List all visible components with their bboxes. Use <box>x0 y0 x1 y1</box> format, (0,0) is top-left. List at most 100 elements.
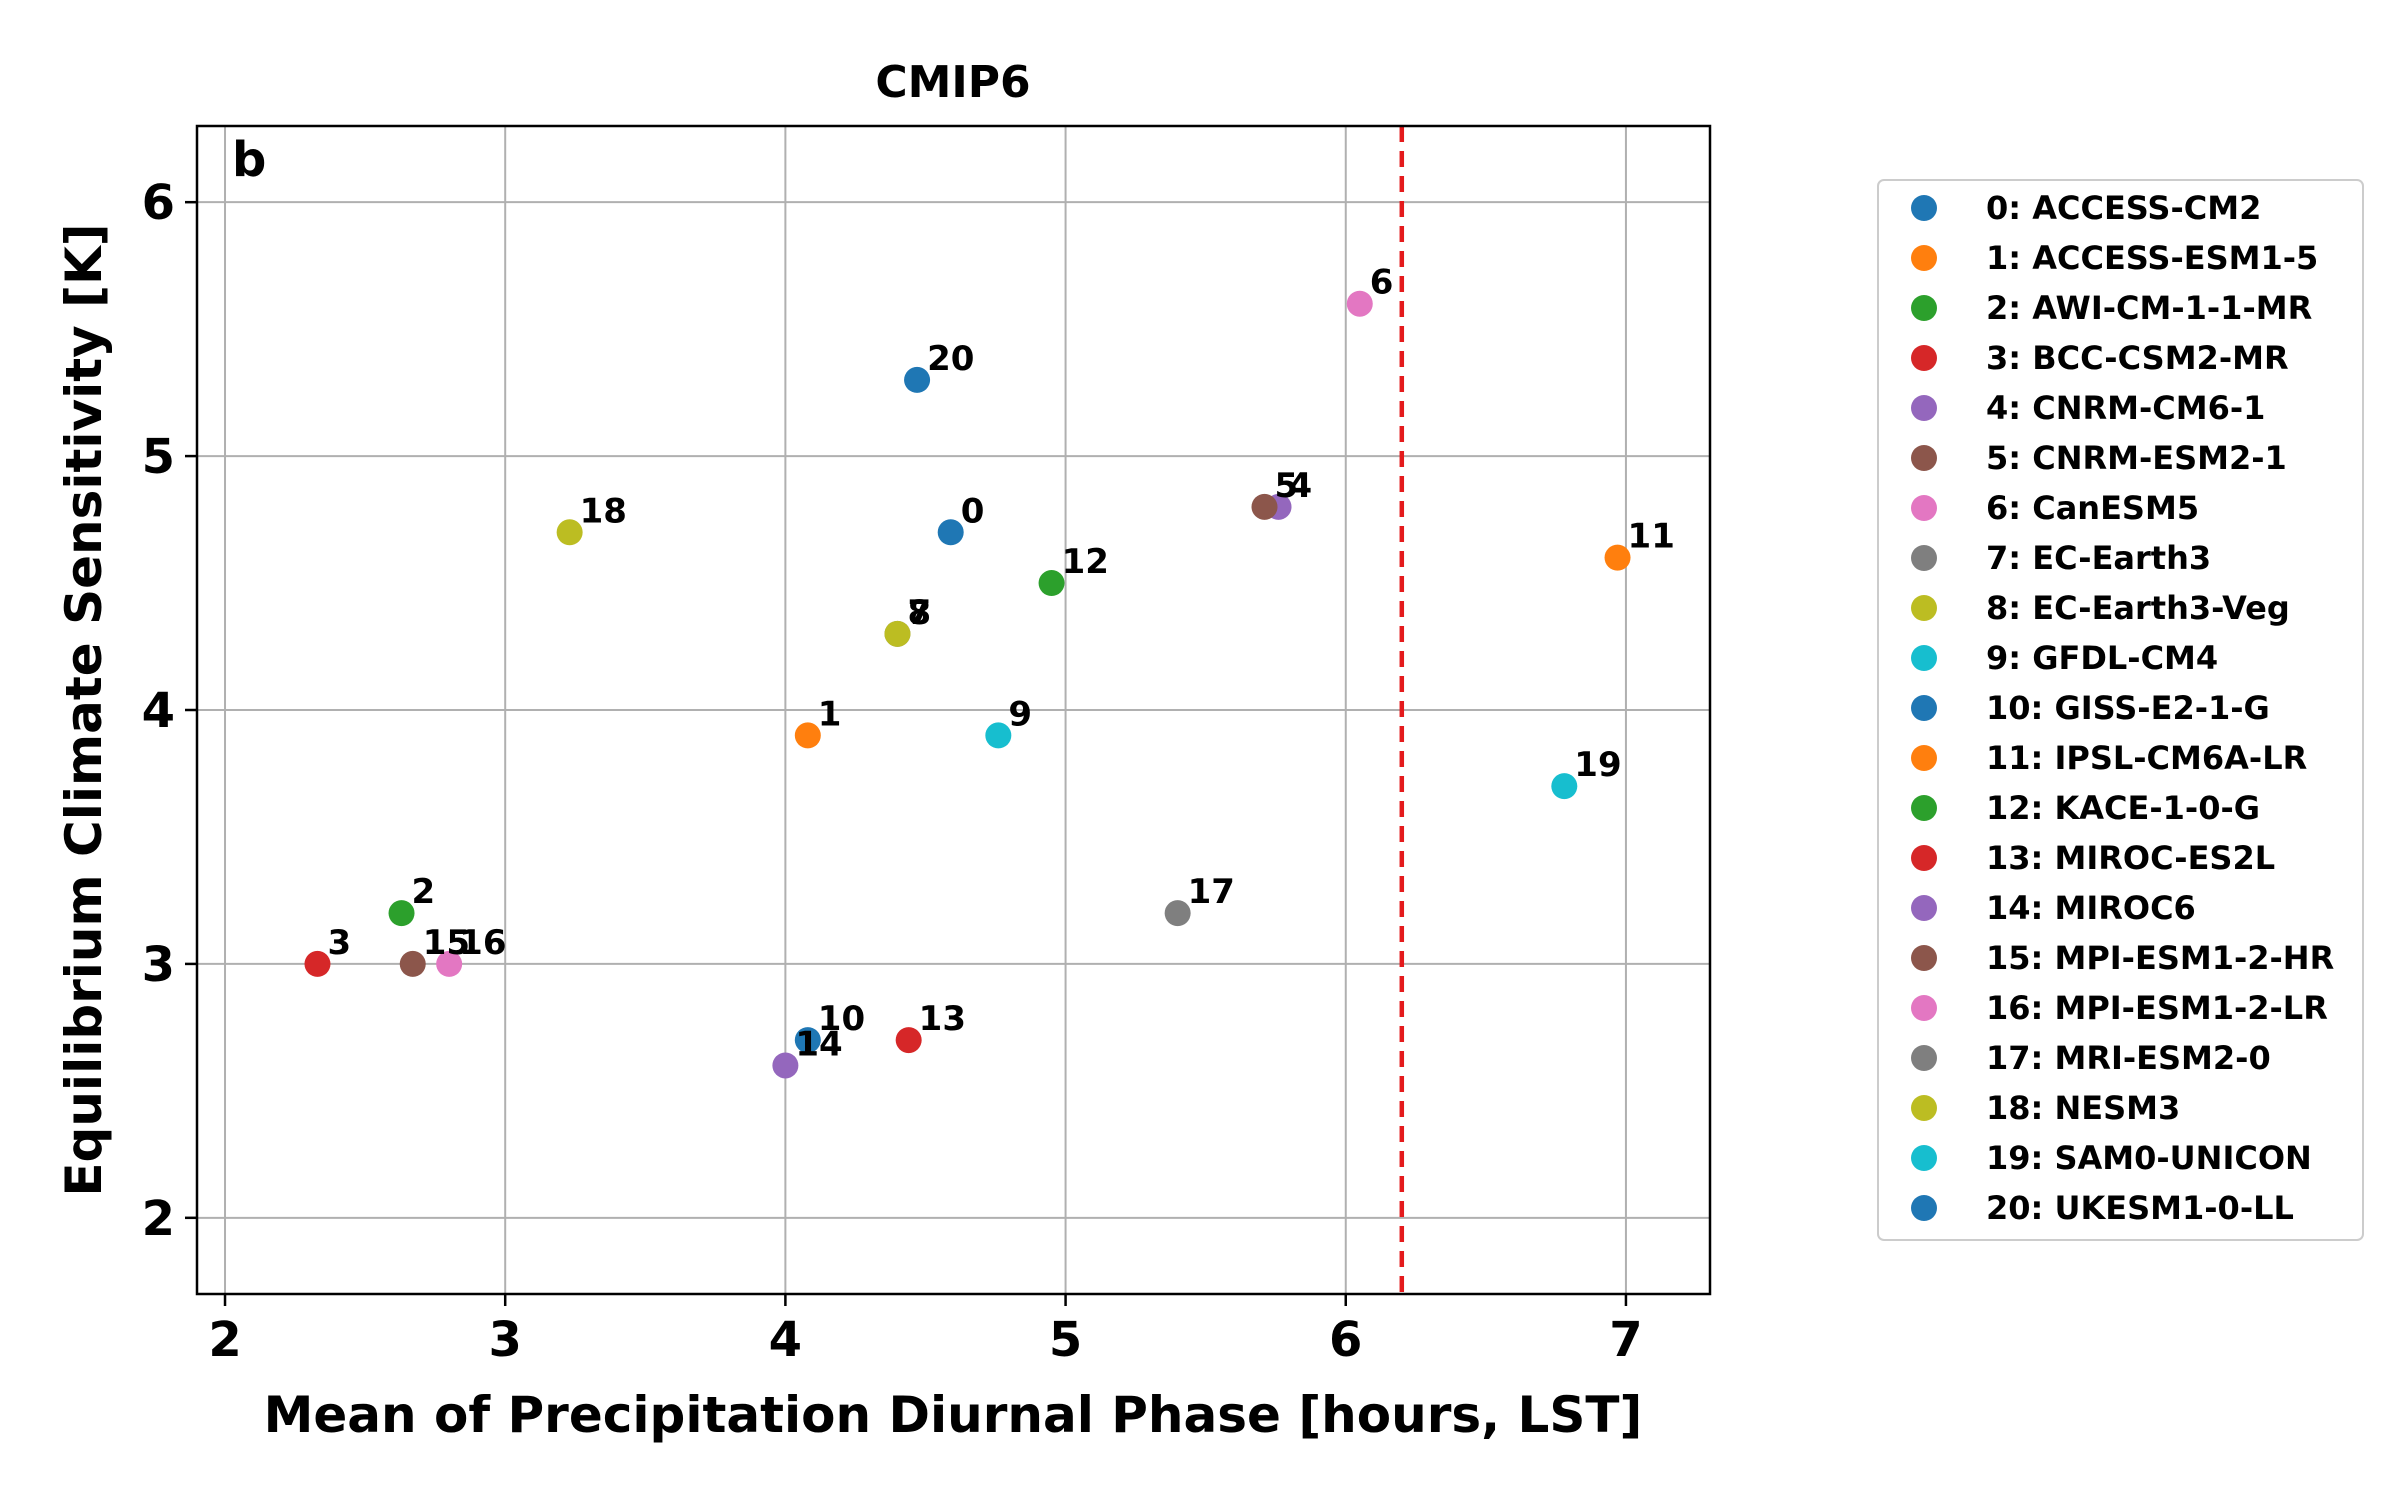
legend-entry: 18: NESM3 <box>1986 1089 2180 1127</box>
data-point-label: 2 <box>412 872 436 912</box>
data-point-label: 9 <box>1008 694 1032 734</box>
data-point <box>884 620 911 647</box>
legend-marker <box>1911 445 1937 471</box>
data-point-label: 13 <box>919 999 966 1039</box>
data-point-label: 6 <box>1370 263 1394 303</box>
legend-marker <box>1911 395 1937 421</box>
legend-entry: 20: UKESM1-0-LL <box>1986 1189 2294 1227</box>
legend-marker <box>1911 545 1937 571</box>
legend-marker <box>1911 995 1937 1021</box>
legend-marker <box>1911 845 1937 871</box>
data-point <box>772 1052 799 1079</box>
legend-marker <box>1911 1195 1937 1221</box>
legend-entry: 7: EC-Earth3 <box>1986 539 2211 577</box>
legend-entry: 13: MIROC-ES2L <box>1986 839 2275 877</box>
data-point <box>794 722 821 749</box>
legend-entry: 17: MRI-ESM2-0 <box>1986 1039 2271 1077</box>
y-tick-label: 3 <box>142 937 175 993</box>
data-point <box>1164 900 1191 927</box>
data-point <box>399 950 426 977</box>
x-axis-label: Mean of Precipitation Diurnal Phase [hou… <box>264 1386 1643 1444</box>
y-tick-label: 4 <box>142 683 175 739</box>
legend-marker <box>1911 1095 1937 1121</box>
data-point <box>937 519 964 546</box>
y-tick-label: 5 <box>142 429 175 485</box>
data-point-label: 20 <box>927 339 974 379</box>
data-point-label: 4 <box>1289 466 1313 506</box>
data-point-label: 14 <box>795 1024 842 1064</box>
data-point-label: 5 <box>1275 466 1299 506</box>
legend-entry: 2: AWI-CM-1-1-MR <box>1986 289 2312 327</box>
y-tick-label: 2 <box>142 1191 175 1247</box>
data-point <box>904 366 931 393</box>
data-point-label: 0 <box>961 491 985 531</box>
data-point-label: 7 <box>907 593 931 633</box>
legend-marker <box>1911 695 1937 721</box>
x-tick-label: 6 <box>1329 1312 1362 1368</box>
legend-marker <box>1911 495 1937 521</box>
legend-entry: 12: KACE-1-0-G <box>1986 789 2260 827</box>
legend-entry: 11: IPSL-CM6A-LR <box>1986 739 2307 777</box>
data-point-label: 8 <box>907 593 931 633</box>
data-point <box>1604 544 1631 571</box>
data-point-label: 10 <box>818 999 865 1039</box>
data-point-label: 16 <box>459 923 506 963</box>
data-point <box>1551 773 1578 800</box>
legend-entry: 9: GFDL-CM4 <box>1986 639 2218 677</box>
legend-entry: 8: EC-Earth3-Veg <box>1986 589 2290 627</box>
legend-entry: 5: CNRM-ESM2-1 <box>1986 439 2287 477</box>
data-point <box>794 1027 821 1054</box>
panel-label: b <box>232 132 266 188</box>
legend-entry: 15: MPI-ESM1-2-HR <box>1986 939 2334 977</box>
data-point <box>556 519 583 546</box>
chart-title: CMIP6 <box>875 57 1030 108</box>
legend-marker <box>1911 1045 1937 1071</box>
legend-entry: 1: ACCESS-ESM1-5 <box>1986 239 2318 277</box>
legend-entry: 19: SAM0-UNICON <box>1986 1139 2312 1177</box>
y-axis-ticks: 2 3 4 5 6 <box>142 175 197 1247</box>
data-point <box>304 950 331 977</box>
x-tick-label: 2 <box>208 1312 241 1368</box>
data-point-label: 3 <box>327 923 351 963</box>
data-point <box>985 722 1012 749</box>
legend-box <box>1877 179 2364 1241</box>
y-axis-label: Equilibrium Climate Sensitivity [K] <box>55 223 113 1196</box>
data-point-label: 18 <box>580 491 627 531</box>
data-point-label: 11 <box>1628 517 1675 557</box>
legend-entry: 3: BCC-CSM2-MR <box>1986 339 2289 377</box>
legend-marker <box>1911 795 1937 821</box>
legend-marker <box>1911 645 1937 671</box>
legend-marker <box>1911 745 1937 771</box>
data-point-label: 12 <box>1062 542 1109 582</box>
legend-marker <box>1911 945 1937 971</box>
data-point-label: 1 <box>818 694 842 734</box>
x-axis-ticks: 2 3 4 5 6 7 <box>208 1294 1643 1368</box>
data-points <box>304 290 1631 1079</box>
data-point <box>1038 570 1065 597</box>
data-point <box>895 1027 922 1054</box>
data-point-label: 19 <box>1574 745 1621 785</box>
legend-marker <box>1911 195 1937 221</box>
legend-entry: 0: ACCESS-CM2 <box>1986 189 2261 227</box>
legend-entry: 4: CNRM-CM6-1 <box>1986 389 2265 427</box>
legend-marker <box>1911 345 1937 371</box>
data-point <box>436 950 463 977</box>
legend-entry: 6: CanESM5 <box>1986 489 2199 527</box>
x-tick-label: 7 <box>1609 1312 1642 1368</box>
data-point <box>388 900 415 927</box>
legend-entry: 10: GISS-E2-1-G <box>1986 689 2270 727</box>
legend-marker <box>1911 295 1937 321</box>
legend-marker <box>1911 895 1937 921</box>
legend-marker <box>1911 245 1937 271</box>
legend-marker <box>1911 1145 1937 1171</box>
x-tick-label: 4 <box>769 1312 802 1368</box>
data-point-label: 17 <box>1188 872 1235 912</box>
legend-entry: 14: MIROC6 <box>1986 889 2196 927</box>
legend: 0: ACCESS-CM2 1: ACCESS-ESM1-5 2: AWI-CM-1… <box>1911 189 2334 1227</box>
legend-entry: 16: MPI-ESM1-2-LR <box>1986 989 2328 1027</box>
legend-marker <box>1911 595 1937 621</box>
data-point <box>1346 290 1373 317</box>
data-point-label: 15 <box>423 923 470 963</box>
